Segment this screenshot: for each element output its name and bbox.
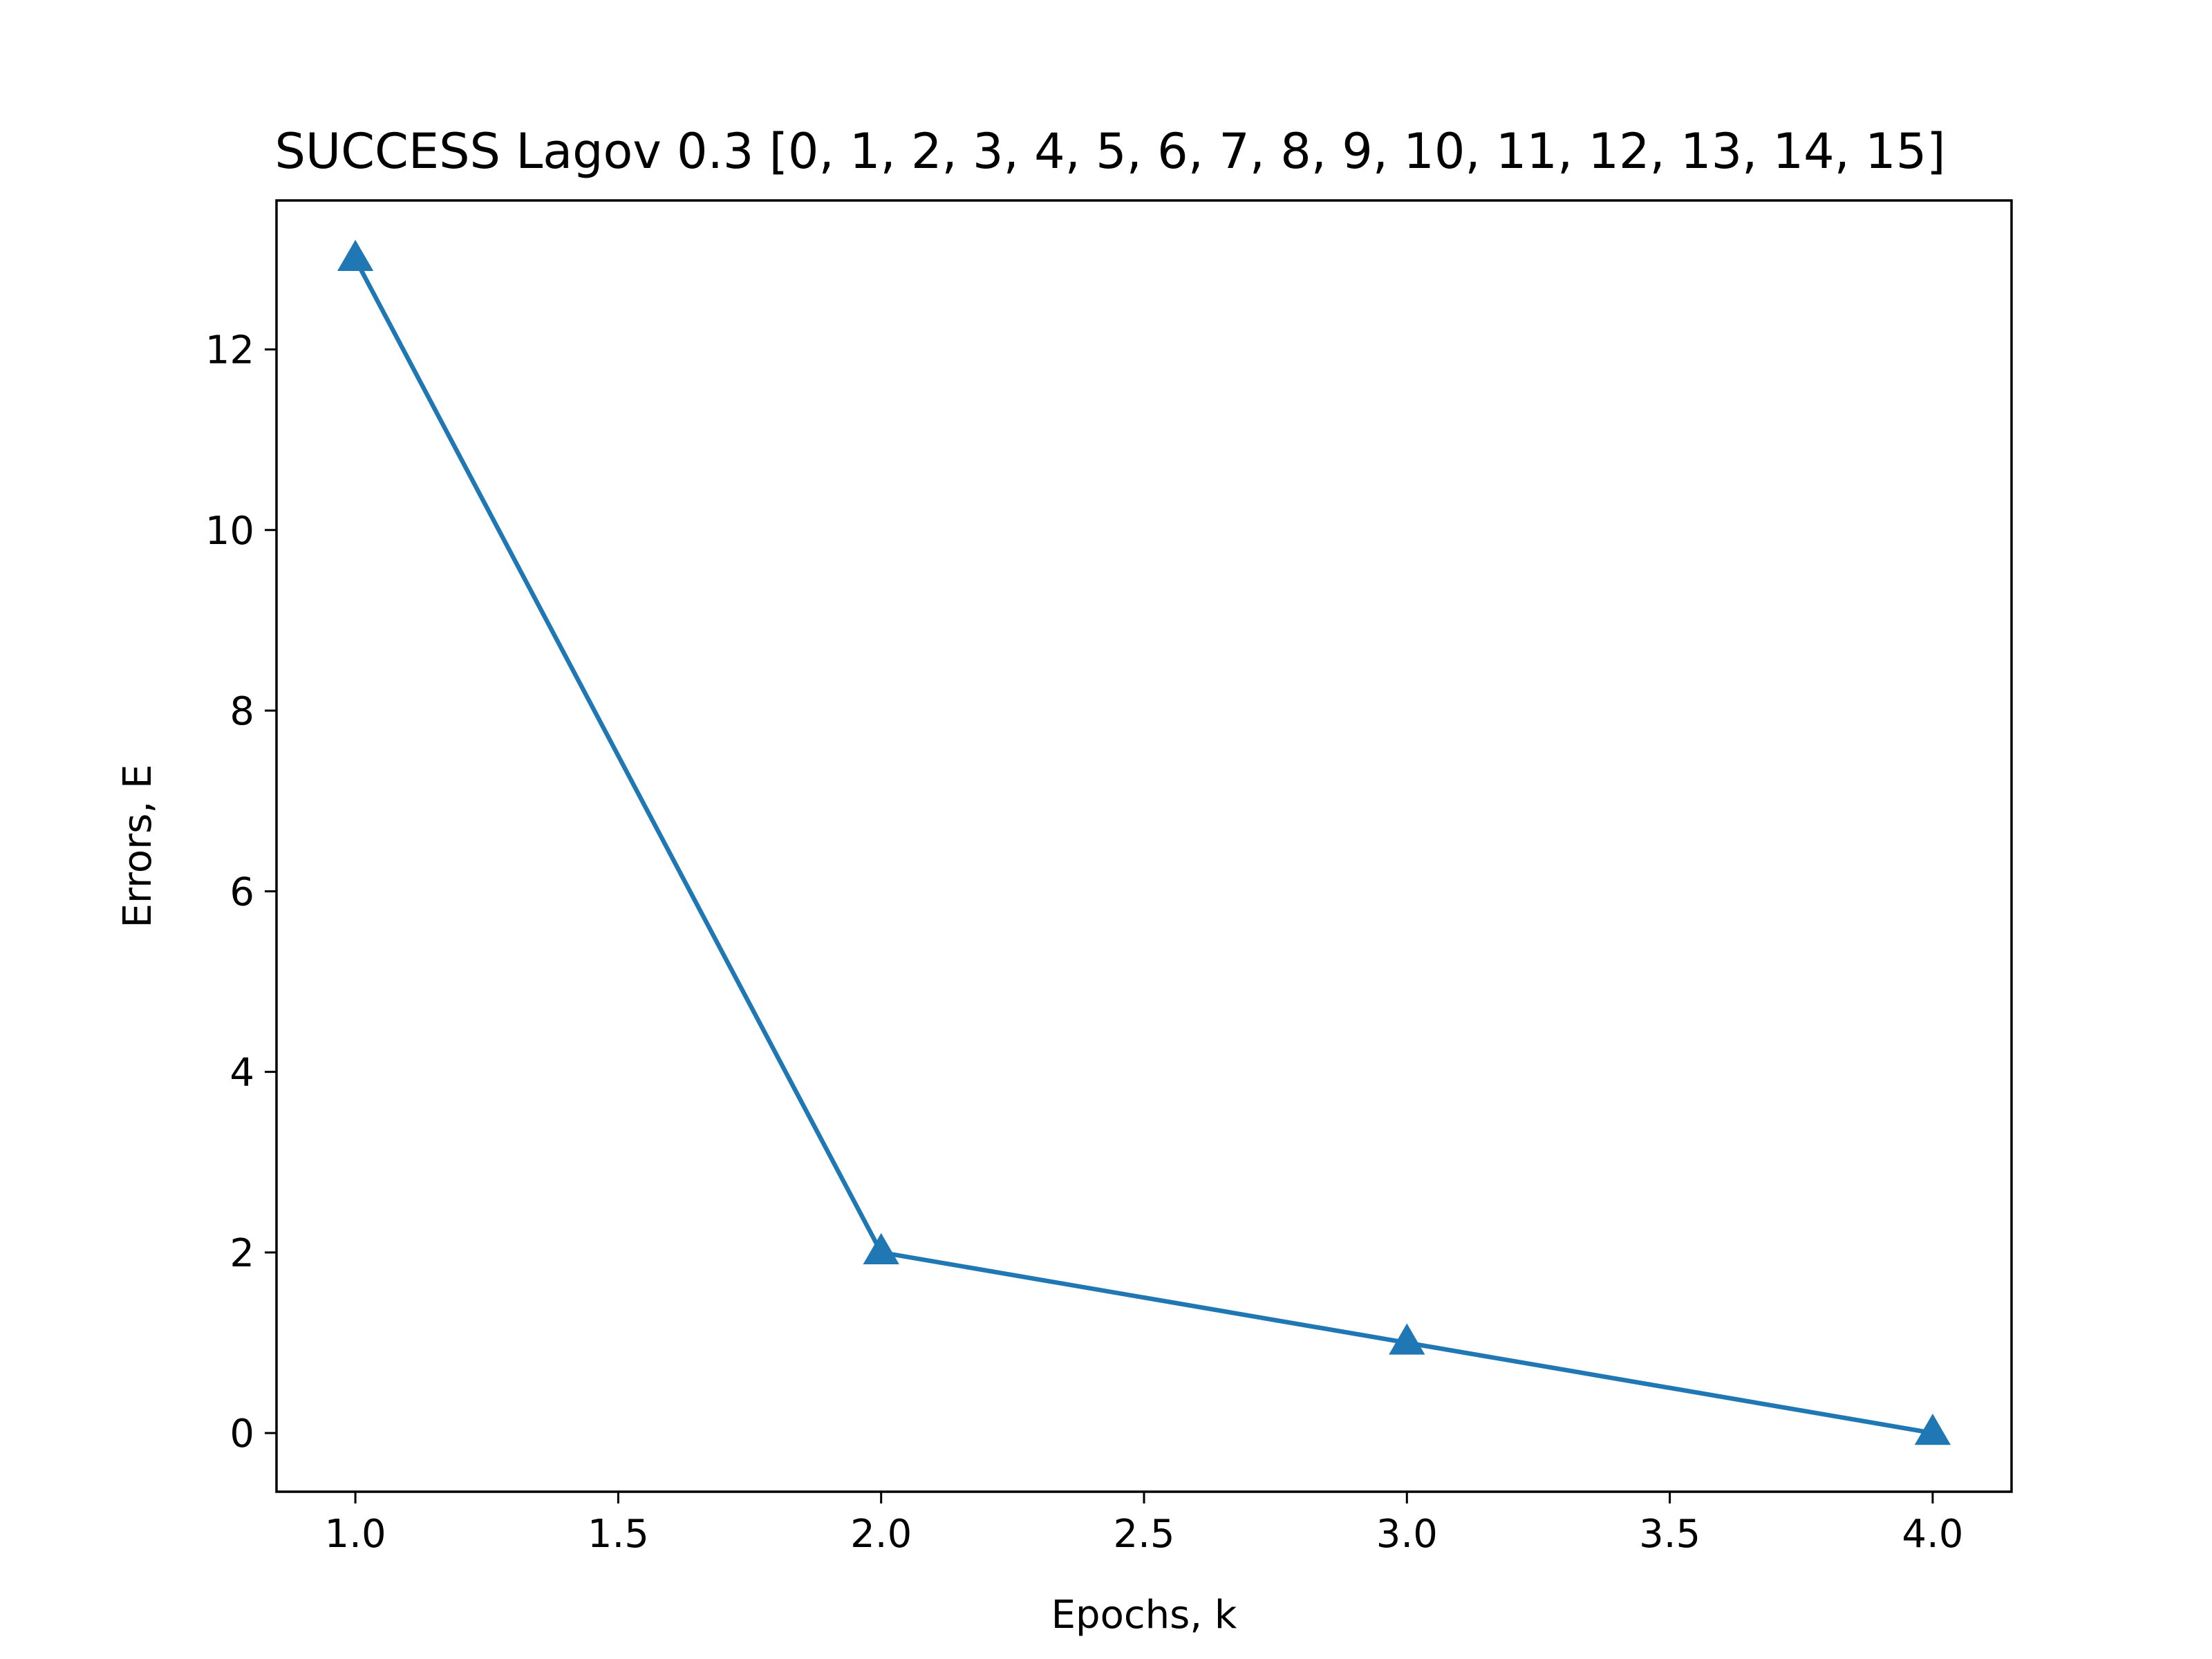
data-point-marker — [1389, 1323, 1425, 1355]
data-point-marker — [863, 1232, 899, 1264]
y-tick-label: 0 — [229, 1412, 254, 1456]
y-axis: 0 2 4 6 8 10 12 — [205, 328, 276, 1456]
y-tick-label: 4 — [229, 1051, 254, 1096]
y-axis-label: Errors, E — [115, 765, 160, 928]
x-tick-label: 3.0 — [1376, 1512, 1438, 1557]
y-tick-label: 6 — [229, 870, 254, 915]
data-point-marker — [337, 239, 374, 271]
series-line — [353, 258, 1933, 1436]
y-tick-label: 12 — [205, 328, 254, 373]
data-point-marker — [1914, 1414, 1951, 1445]
x-tick-label: 1.5 — [588, 1512, 649, 1557]
y-tick-label: 10 — [205, 509, 254, 554]
x-tick-label: 2.0 — [850, 1512, 912, 1557]
x-tick-label: 2.5 — [1113, 1512, 1174, 1557]
y-tick-label: 8 — [229, 689, 254, 734]
y-tick-label: 2 — [229, 1231, 254, 1276]
chart-title: SUCCESS Lagov 0.3 [0, 1, 2, 3, 4, 5, 6, … — [274, 123, 1945, 180]
x-axis: 1.0 1.5 2.0 2.5 3.0 3.5 4.0 — [325, 1492, 1963, 1557]
series-layer — [337, 239, 1951, 1445]
x-tick-label: 3.5 — [1639, 1512, 1700, 1557]
x-tick-label: 1.0 — [325, 1512, 386, 1557]
x-tick-label: 4.0 — [1902, 1512, 1963, 1557]
x-axis-label: Epochs, k — [1051, 1593, 1237, 1638]
